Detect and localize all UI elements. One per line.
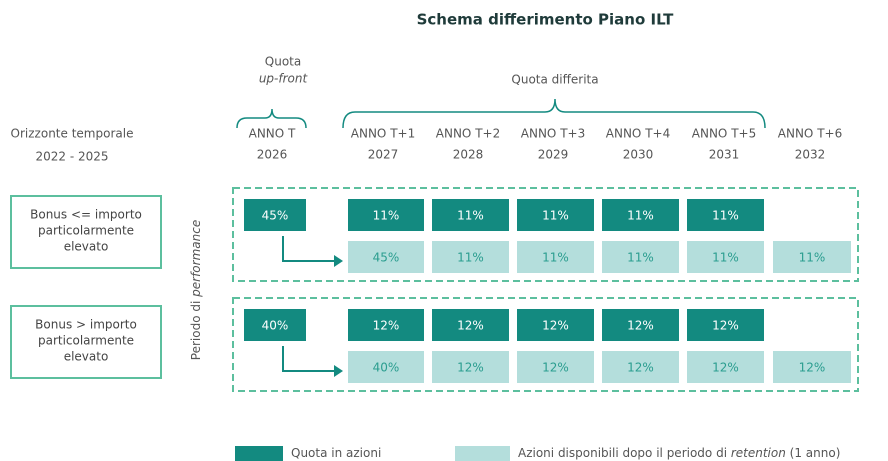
- legend-swatch: [235, 446, 283, 461]
- cell-value: 12%: [712, 319, 739, 333]
- legend-text: retention: [731, 446, 786, 460]
- released-cell: [517, 351, 594, 383]
- cell-value: 11%: [799, 251, 826, 265]
- cell-value: 11%: [457, 251, 484, 265]
- upfront-cell: [244, 309, 306, 341]
- column-label: ANNO T+6: [778, 127, 842, 141]
- legend-swatch: [455, 446, 510, 461]
- bonus-label: elevato: [64, 350, 109, 364]
- group-frame: [232, 297, 859, 392]
- cell-value: 11%: [712, 251, 739, 265]
- upfront-cell: [687, 309, 764, 341]
- cell-value: 11%: [627, 251, 654, 265]
- released-cell: [348, 241, 424, 273]
- column-year: 2030: [623, 148, 654, 162]
- released-cell: [432, 351, 509, 383]
- upfront-label: Quota: [265, 55, 301, 69]
- cell-value: 12%: [542, 319, 569, 333]
- column-year: 2032: [795, 148, 826, 162]
- arrow: [282, 236, 336, 262]
- cell-value: 11%: [373, 209, 400, 223]
- cell-value: 12%: [457, 361, 484, 375]
- upfront-cell: [432, 199, 509, 231]
- legend-text: (1 anno): [786, 446, 841, 460]
- upfront-cell: [517, 309, 594, 341]
- cell-value: 12%: [627, 319, 654, 333]
- upfront-cell: [602, 309, 679, 341]
- column-label: ANNO T+1: [351, 127, 415, 141]
- performance-text: Periodo di: [189, 297, 203, 360]
- released-cell: [517, 241, 594, 273]
- released-cell: [348, 351, 424, 383]
- cell-value: 11%: [457, 209, 484, 223]
- cell-value: 12%: [627, 361, 654, 375]
- released-cell: [432, 241, 509, 273]
- released-cell: [773, 241, 851, 273]
- cell-value: 11%: [542, 209, 569, 223]
- cell-value: 12%: [542, 361, 569, 375]
- column-label: ANNO T+3: [521, 127, 585, 141]
- bonus-label: Bonus <= importo: [30, 208, 142, 222]
- released-cell: [687, 241, 764, 273]
- cell-value: 12%: [373, 319, 400, 333]
- released-cell: [602, 241, 679, 273]
- deferred-label: Quota differita: [511, 73, 598, 87]
- performance-label: Periodo di performance: [189, 220, 203, 360]
- legend-label: Quota in azioni: [291, 446, 381, 460]
- column-label: ANNO T+5: [692, 127, 756, 141]
- horizon-years: 2022 - 2025: [35, 150, 108, 164]
- released-cell: [773, 351, 851, 383]
- cell-value: 45%: [373, 251, 400, 265]
- released-cell: [687, 351, 764, 383]
- bonus-box: [10, 195, 162, 269]
- cell-value: 11%: [542, 251, 569, 265]
- column-year: 2027: [368, 148, 399, 162]
- bonus-label: elevato: [64, 240, 109, 254]
- column-year: 2031: [709, 148, 740, 162]
- upfront-cell: [348, 309, 424, 341]
- cell-value: 12%: [457, 319, 484, 333]
- cell-value: 11%: [712, 209, 739, 223]
- brace: [236, 108, 307, 129]
- column-label: ANNO T+4: [606, 127, 670, 141]
- upfront-cell: [517, 199, 594, 231]
- cell-value: 12%: [712, 361, 739, 375]
- bonus-label: particolarmente: [38, 224, 134, 238]
- cell-value: 40%: [373, 361, 400, 375]
- brace: [342, 98, 766, 129]
- upfront-cell: [602, 199, 679, 231]
- performance-text: performance: [189, 220, 203, 298]
- bonus-box: [10, 305, 162, 379]
- legend-label: Azioni disponibili dopo il periodo di re…: [518, 446, 840, 460]
- upfront-label: up-front: [259, 72, 309, 86]
- arrow: [282, 346, 336, 372]
- upfront-cell: [244, 199, 306, 231]
- legend-text: Quota in azioni: [291, 446, 381, 460]
- cell-value: 40%: [262, 319, 289, 333]
- arrow-head: [334, 255, 343, 267]
- title: Schema differimento Piano ILT: [417, 11, 675, 29]
- arrow-head: [334, 365, 343, 377]
- column-year: 2028: [453, 148, 484, 162]
- cell-value: 45%: [262, 209, 289, 223]
- released-cell: [602, 351, 679, 383]
- column-year: 2026: [257, 148, 288, 162]
- horizon-label: Orizzonte temporale: [11, 127, 134, 141]
- column-label: ANNO T+2: [436, 127, 500, 141]
- upfront-cell: [432, 309, 509, 341]
- cell-value: 12%: [799, 361, 826, 375]
- column-label: ANNO T: [249, 127, 296, 141]
- column-year: 2029: [538, 148, 569, 162]
- group-frame: [232, 187, 859, 282]
- legend-text: Azioni disponibili dopo il periodo di: [518, 446, 731, 460]
- bonus-label: Bonus > importo: [35, 318, 137, 332]
- upfront-cell: [348, 199, 424, 231]
- bonus-label: particolarmente: [38, 334, 134, 348]
- cell-value: 11%: [627, 209, 654, 223]
- upfront-cell: [687, 199, 764, 231]
